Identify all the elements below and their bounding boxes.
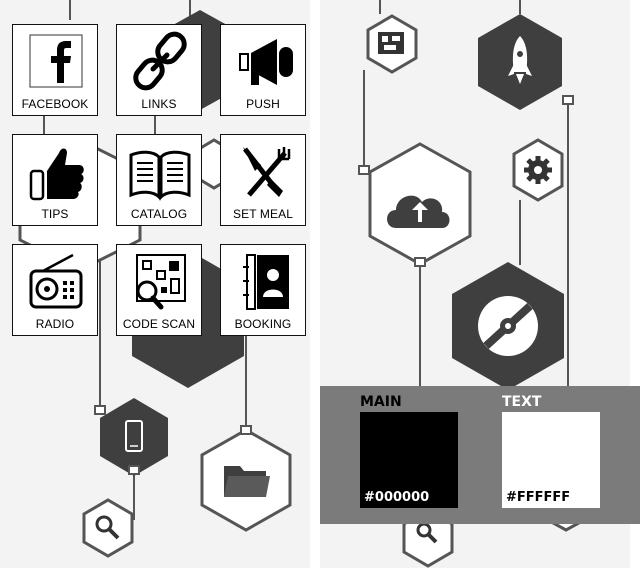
- text-color-swatch[interactable]: #FFFFFF: [502, 412, 600, 508]
- facebook-icon: [29, 34, 83, 88]
- megaphone-icon: [239, 39, 293, 85]
- tile-label: SET MEAL: [233, 207, 293, 221]
- tile-links[interactable]: LINKS: [116, 24, 202, 116]
- tile-label: CODE SCAN: [122, 317, 196, 331]
- tile-label: PUSH: [246, 97, 280, 111]
- smartphone-icon: [100, 398, 168, 476]
- tile-facebook[interactable]: FACEBOOK: [12, 24, 98, 116]
- search-icon: [416, 522, 438, 544]
- tile-label: BOOKING: [234, 317, 292, 331]
- text-color-value: #FFFFFF: [506, 490, 571, 505]
- thumbs-up-icon: [29, 148, 84, 201]
- disc-icon: [452, 262, 564, 390]
- rocket-icon: [478, 14, 562, 110]
- tile-label: FACEBOOK: [21, 97, 89, 111]
- search-icon: [82, 498, 134, 558]
- main-color-title: MAIN: [360, 394, 402, 410]
- qr-code-icon: [366, 14, 418, 74]
- left-screen: FACEBOOK LINKS PUSH TIPS: [0, 0, 310, 568]
- tile-booking[interactable]: BOOKING: [220, 244, 306, 336]
- tile-label: TIPS: [41, 207, 69, 221]
- tile-catalog[interactable]: CATALOG: [116, 134, 202, 226]
- contact-book-icon: [243, 254, 289, 310]
- tile-label: CATALOG: [130, 207, 188, 221]
- gear-icon: [512, 138, 564, 202]
- knife-fork-icon: [243, 147, 291, 197]
- tile-push[interactable]: PUSH: [220, 24, 306, 116]
- tile-tips[interactable]: TIPS: [12, 134, 98, 226]
- radio-icon: [29, 253, 83, 309]
- qr-scan-icon: [136, 254, 186, 310]
- main-color-swatch[interactable]: #000000: [360, 412, 458, 508]
- color-swatch-bar: MAIN #000000 TEXT #FFFFFF: [320, 386, 640, 524]
- tile-radio[interactable]: RADIO: [12, 244, 98, 336]
- folder-icon: [200, 428, 292, 532]
- tile-code-scan[interactable]: CODE SCAN: [116, 244, 202, 336]
- cloud-upload-icon: [368, 142, 472, 266]
- main-color-value: #000000: [364, 490, 430, 505]
- tile-set-meal[interactable]: SET MEAL: [220, 134, 306, 226]
- chain-link-icon: [133, 31, 187, 91]
- tile-label: LINKS: [141, 97, 177, 111]
- text-color-title: TEXT: [502, 394, 542, 410]
- open-book-icon: [129, 150, 191, 201]
- tile-label: RADIO: [35, 317, 75, 331]
